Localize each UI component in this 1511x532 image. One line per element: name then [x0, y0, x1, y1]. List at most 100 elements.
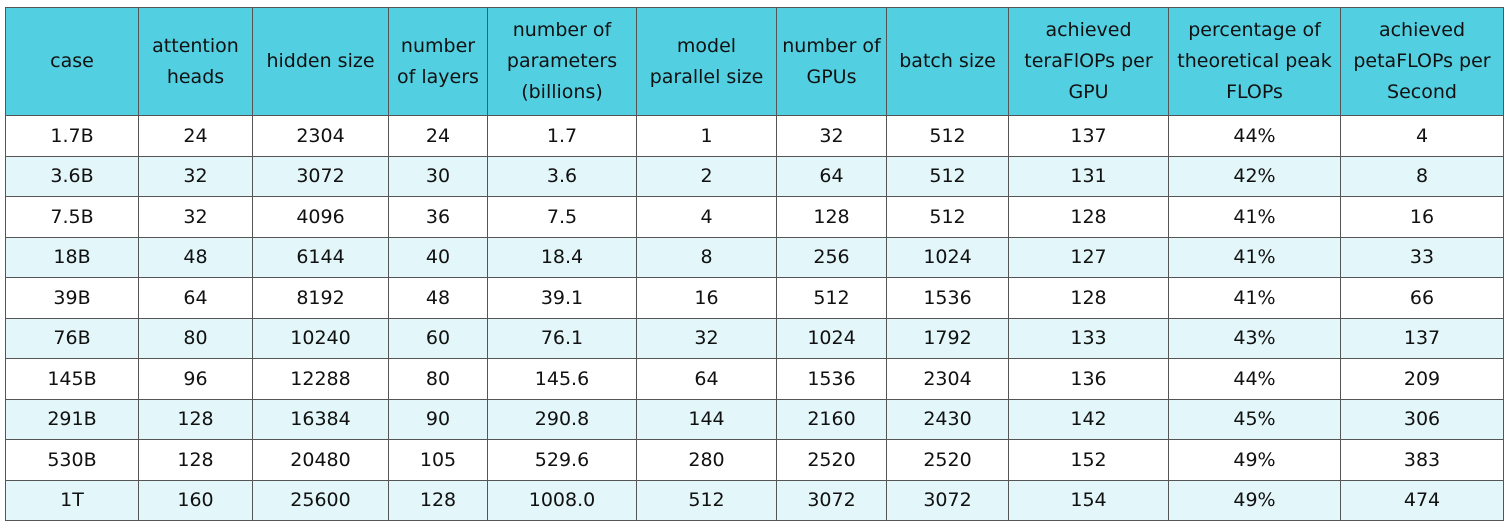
table-cell: 474 — [1340, 479, 1504, 521]
table-row: 18B 48 6144 40 18.4 8 256 1024 127 41% 33 — [5, 236, 1504, 278]
table-cell: 290.8 — [487, 398, 637, 440]
table-cell: 24 — [388, 115, 488, 157]
table-cell: 16 — [636, 277, 777, 319]
table-row: 1T 160 25600 128 1008.0 512 3072 3072 154 49% 474 — [5, 479, 1504, 521]
table-cell: 80 — [138, 317, 253, 359]
table-cell: 66 — [1340, 277, 1504, 319]
table-cell: 256 — [776, 236, 887, 278]
table-cell: 2160 — [776, 398, 887, 440]
table-row: 76B 80 10240 60 76.1 32 1024 1792 133 43% 137 — [5, 317, 1504, 359]
table-cell: 1024 — [886, 236, 1009, 278]
table-cell: 128 — [1008, 277, 1169, 319]
table-cell: 43% — [1168, 317, 1341, 359]
table-cell: 64 — [138, 277, 253, 319]
table-cell: 96 — [138, 358, 253, 400]
table-cell: 291B — [5, 398, 139, 440]
table-cell: 4 — [636, 196, 777, 238]
table-cell: 280 — [636, 439, 777, 481]
table-cell: 30 — [388, 155, 488, 197]
table-cell: 128 — [388, 479, 488, 521]
table-cell: 154 — [1008, 479, 1169, 521]
table-cell: 512 — [886, 196, 1009, 238]
table-cell: 36 — [388, 196, 488, 238]
table-cell: 3.6 — [487, 155, 637, 197]
table-cell: 90 — [388, 398, 488, 440]
table-cell: 41% — [1168, 196, 1341, 238]
table-cell: 529.6 — [487, 439, 637, 481]
table-cell: 4096 — [252, 196, 389, 238]
table-row: 530B 128 20480 105 529.6 280 2520 2520 152 49% 383 — [5, 439, 1504, 481]
table-cell: 76B — [5, 317, 139, 359]
table-cell: 25600 — [252, 479, 389, 521]
table-cell: 160 — [138, 479, 253, 521]
table-cell: 48 — [138, 236, 253, 278]
table-cell: 512 — [886, 115, 1009, 157]
table-cell: 2520 — [886, 439, 1009, 481]
table-cell: 128 — [776, 196, 887, 238]
table-cell: 40 — [388, 236, 488, 278]
table-cell: 42% — [1168, 155, 1341, 197]
table-cell: 512 — [886, 155, 1009, 197]
table-cell: 1536 — [776, 358, 887, 400]
table-row: 39B 64 8192 48 39.1 16 512 1536 128 41% 66 — [5, 277, 1504, 319]
table-cell: 44% — [1168, 115, 1341, 157]
table-cell: 8 — [1340, 155, 1504, 197]
table-cell: 1024 — [776, 317, 887, 359]
table-cell: 128 — [138, 398, 253, 440]
header-cell: model parallel size — [636, 7, 777, 116]
table-cell: 512 — [776, 277, 887, 319]
header-cell: number of layers — [388, 7, 488, 116]
table-cell: 20480 — [252, 439, 389, 481]
table-cell: 3072 — [776, 479, 887, 521]
header-cell: achieved teraFlOPs per GPU — [1008, 7, 1169, 116]
table-cell: 383 — [1340, 439, 1504, 481]
table-cell: 3.6B — [5, 155, 139, 197]
table-cell: 24 — [138, 115, 253, 157]
table-cell: 136 — [1008, 358, 1169, 400]
table-cell: 39.1 — [487, 277, 637, 319]
table-cell: 41% — [1168, 277, 1341, 319]
table-cell: 127 — [1008, 236, 1169, 278]
table-cell: 64 — [776, 155, 887, 197]
table-cell: 4 — [1340, 115, 1504, 157]
table-cell: 48 — [388, 277, 488, 319]
table-body: 1.7B 24 2304 24 1.7 1 32 512 137 44% 4 3.6B 32 3072 30… — [5, 115, 1504, 521]
table-cell: 6144 — [252, 236, 389, 278]
table-cell: 16384 — [252, 398, 389, 440]
table-cell: 530B — [5, 439, 139, 481]
table-cell: 128 — [138, 439, 253, 481]
table-cell: 137 — [1008, 115, 1169, 157]
table-cell: 1 — [636, 115, 777, 157]
table-cell: 49% — [1168, 439, 1341, 481]
table-cell: 145.6 — [487, 358, 637, 400]
table-cell: 16 — [1340, 196, 1504, 238]
table-cell: 1792 — [886, 317, 1009, 359]
table-cell: 33 — [1340, 236, 1504, 278]
table-cell: 32 — [636, 317, 777, 359]
table-cell: 18.4 — [487, 236, 637, 278]
table-row: 1.7B 24 2304 24 1.7 1 32 512 137 44% 4 — [5, 115, 1504, 157]
table-cell: 128 — [1008, 196, 1169, 238]
table-cell: 7.5B — [5, 196, 139, 238]
table-cell: 45% — [1168, 398, 1341, 440]
table-row: 145B 96 12288 80 145.6 64 1536 2304 136 44% 209 — [5, 358, 1504, 400]
table-cell: 105 — [388, 439, 488, 481]
table-cell: 32 — [776, 115, 887, 157]
table-row: 3.6B 32 3072 30 3.6 2 64 512 131 42% 8 — [5, 155, 1504, 197]
table-cell: 133 — [1008, 317, 1169, 359]
header-cell: case — [5, 7, 139, 116]
table-cell: 2430 — [886, 398, 1009, 440]
table-cell: 306 — [1340, 398, 1504, 440]
table-cell: 41% — [1168, 236, 1341, 278]
header-cell: achieved petaFLOPs per Second — [1340, 7, 1504, 116]
table-cell: 3072 — [252, 155, 389, 197]
table-cell: 209 — [1340, 358, 1504, 400]
header-cell: number of GPUs — [776, 7, 887, 116]
table-row: 7.5B 32 4096 36 7.5 4 128 512 128 41% 16 — [5, 196, 1504, 238]
table-cell: 49% — [1168, 479, 1341, 521]
table-cell: 80 — [388, 358, 488, 400]
table-cell: 1.7B — [5, 115, 139, 157]
table-cell: 64 — [636, 358, 777, 400]
table-cell: 3072 — [886, 479, 1009, 521]
